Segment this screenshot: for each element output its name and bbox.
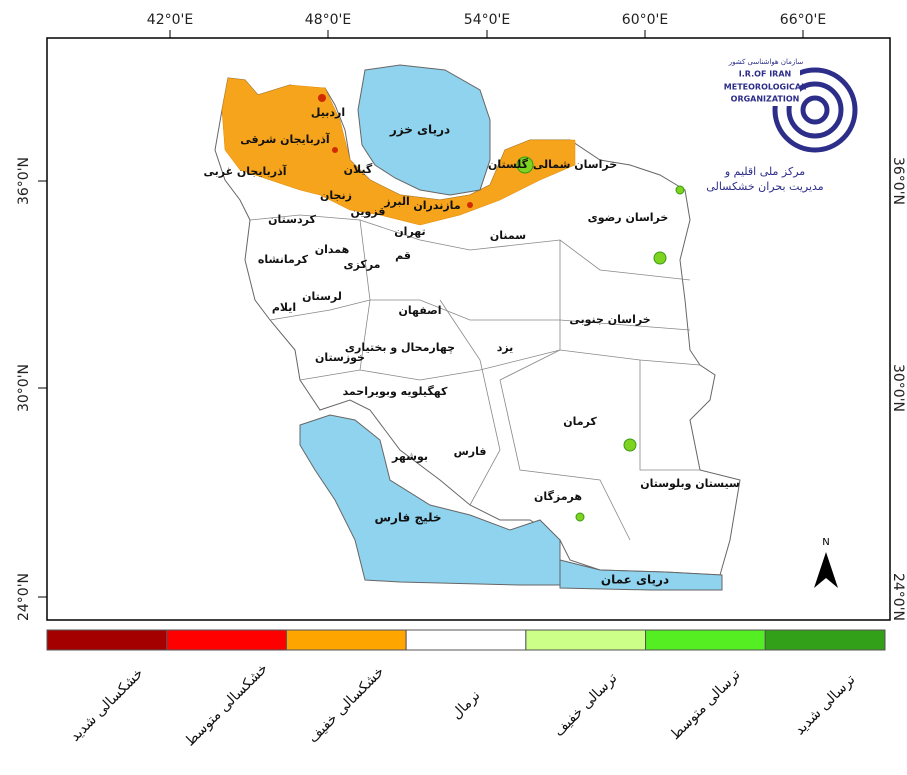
legend-swatch: [405, 629, 527, 651]
legend-label: ترسالی شدید: [792, 672, 859, 739]
legend-swatch: [525, 629, 647, 651]
province-label: اردبیل: [311, 106, 345, 119]
province-label: زنجان: [320, 189, 352, 202]
province-label: تهران: [394, 225, 425, 238]
province-label: لرستان: [302, 290, 342, 303]
province-label: یزد: [497, 341, 514, 354]
province-label: سیستان وبلوستان: [640, 477, 740, 490]
longitude-label: 48°0'E: [305, 12, 351, 28]
longitude-label: 54°0'E: [464, 12, 510, 28]
water-label: دریای خزر: [389, 123, 450, 137]
province-label: همدان: [315, 243, 350, 256]
water-label: دریای عمان: [601, 573, 669, 587]
legend-label: ترسالی خفیف: [551, 670, 621, 740]
province-label: کهگیلویه وبویراحمد: [343, 385, 448, 398]
logo: سازمان هواشناسی کشور I.R.OF IRAN METEORO…: [706, 58, 858, 193]
moderate-drought-spots: [318, 94, 473, 208]
province-label: کرمان: [563, 415, 597, 428]
province-label: کرمانشاه: [258, 253, 309, 266]
province-label: ایلام: [272, 301, 296, 314]
wet-spots: [516, 156, 685, 522]
logo-text: سازمان هواشناسی کشور: [728, 58, 804, 66]
latitude-label: 30°0'N: [16, 364, 32, 412]
province-label: بوشهر: [391, 450, 428, 463]
latitude-label: 36°0'N: [16, 157, 32, 205]
graticule-labels: 42°0'E 48°0'E 54°0'E 60°0'E 66°0'E 36°0'N 30°0…: [16, 12, 906, 621]
legend-label: خشکسالی خفیف: [305, 664, 387, 746]
legend-swatch: [46, 629, 168, 651]
drought-area: [221, 77, 576, 226]
province-label: آذربایجان غربی: [203, 164, 286, 178]
legend: خشکسالی شدید خشکسالی متوسط خشکسالی خفیف نرم…: [46, 629, 886, 750]
latitude-label: 24°0'N: [890, 573, 906, 621]
province-label: اصفهان: [398, 304, 441, 317]
legend-label: ترسالی متوسط: [667, 667, 743, 743]
province-label: خراسان رضوی: [588, 211, 669, 224]
longitude-label: 42°0'E: [147, 12, 193, 28]
province-label: خوزستان: [315, 351, 365, 364]
province-label: چهارمحال و بختیاری: [345, 341, 455, 354]
logo-text: مرکز ملی اقلیم و: [724, 165, 805, 178]
province-label: آذربایجان شرقی: [240, 132, 330, 146]
province-label: مازندران: [413, 199, 460, 212]
province-label: گیلان: [344, 163, 373, 176]
province-label: قم: [395, 249, 411, 262]
latitude-label: 36°0'N: [890, 157, 906, 205]
province-label: گلستان: [488, 158, 529, 171]
legend-label: خشکسالی متوسط: [182, 660, 271, 749]
legend-swatch: [645, 629, 766, 651]
province-borders: [249, 214, 701, 541]
province-label: البرز: [383, 195, 410, 208]
province-label: کردستان: [268, 213, 316, 226]
logo-text: I.R.OF IRAN: [739, 70, 791, 79]
logo-text: مدیریت بحران خشکسالی: [706, 180, 823, 193]
longitude-label: 60°0'E: [622, 12, 668, 28]
logo-text: METEOROLOGICAL: [724, 83, 806, 92]
latitude-label: 30°0'N: [890, 364, 906, 412]
north-arrow: N: [814, 537, 838, 588]
legend-swatch: [764, 629, 886, 651]
water-label: خلیج فارس: [374, 511, 441, 525]
persian-gulf: [299, 414, 561, 586]
province-label: قزوین: [351, 205, 386, 218]
province-label: هرمزگان: [534, 490, 582, 503]
legend-swatch: [285, 629, 407, 651]
latitude-label: 24°0'N: [16, 573, 32, 621]
legend-label: خشکسالی شدید: [67, 665, 146, 744]
province-label: خراسان جنوبی: [569, 313, 650, 326]
province-label: خراسان شمالی: [533, 158, 617, 171]
province-label: مرکزی: [344, 258, 381, 271]
legend-swatch: [166, 629, 287, 651]
logo-text: ORGANIZATION: [731, 95, 800, 104]
legend-label: نرمال: [448, 687, 483, 722]
province-label: سمنان: [490, 229, 526, 242]
caspian-sea: [357, 64, 491, 196]
longitude-label: 66°0'E: [780, 12, 826, 28]
province-labels: اردبیل آذربایجان شرقی آذربایجان غربی گیلان ز…: [203, 106, 739, 503]
north-label: N: [822, 537, 829, 548]
gulf-of-oman: [559, 559, 723, 591]
province-label: فارس: [454, 445, 487, 458]
